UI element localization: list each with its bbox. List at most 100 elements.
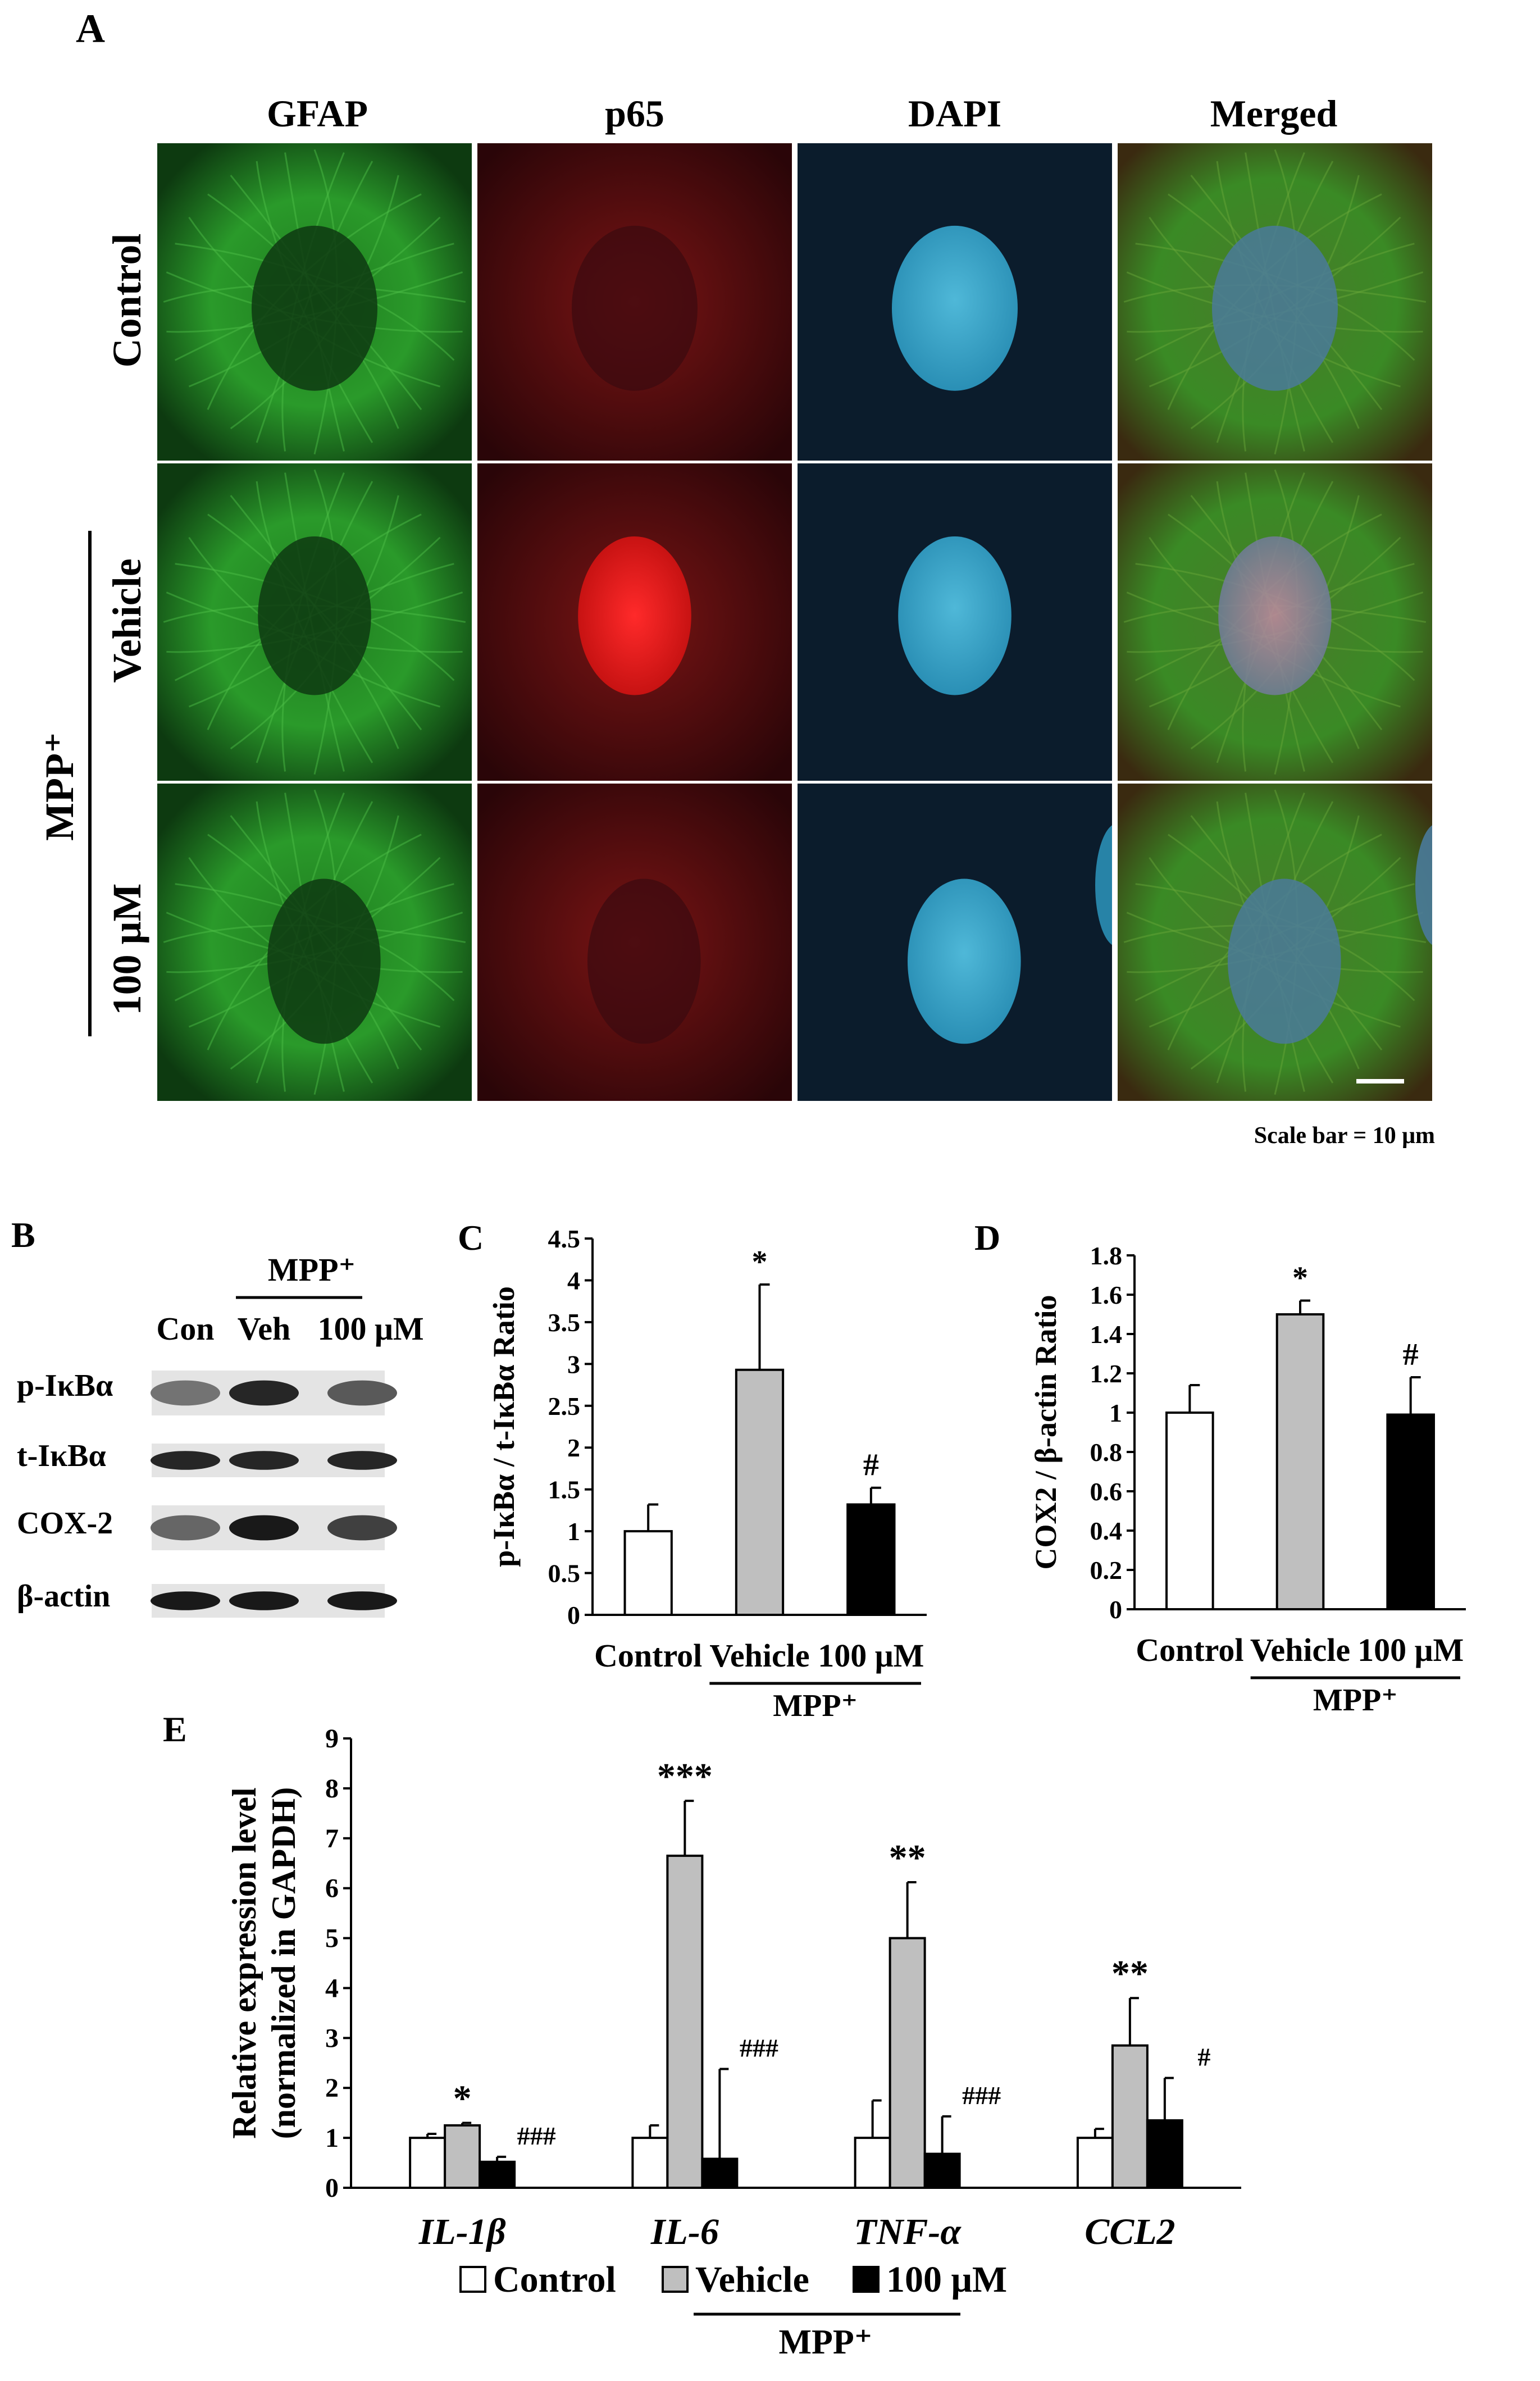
- column-header-gfap: GFAP: [267, 92, 368, 135]
- y-tick-label: 1: [325, 2123, 339, 2153]
- blot-band: [229, 1380, 299, 1406]
- micrograph-100um-p65: [477, 784, 792, 1101]
- nucleus: [1212, 225, 1338, 391]
- bar-100-μm: [1146, 2119, 1183, 2189]
- micrograph-control-gfap: [157, 143, 472, 461]
- legend-label: Control: [493, 2259, 616, 2300]
- y-tick-label: 1: [1109, 1399, 1122, 1427]
- blot-band: [229, 1591, 299, 1610]
- column-header-p65: p65: [605, 92, 664, 135]
- y-tick-label: 4: [325, 1973, 339, 2003]
- significance-label: *: [453, 2078, 472, 2119]
- significance-label: #: [1197, 2042, 1210, 2071]
- y-tick-label: 0.2: [1090, 1556, 1123, 1585]
- row-label-100um: 100 μM: [104, 884, 149, 1016]
- micrograph-vehicle-p65: [477, 463, 792, 781]
- nucleus: [572, 225, 698, 391]
- grid-gap-horizontal: [154, 781, 1435, 784]
- micrograph-100um-gfap: [157, 784, 472, 1101]
- y-tick-label: 2: [325, 2073, 339, 2103]
- panel-letter-b: B: [11, 1215, 35, 1255]
- group-label: MPP⁺: [1313, 1683, 1398, 1718]
- nucleus: [267, 878, 381, 1044]
- bar-control: [631, 2137, 669, 2189]
- blot-band: [327, 1591, 397, 1610]
- significance-label: *: [1292, 1261, 1308, 1296]
- grid-gap-horizontal: [154, 461, 1435, 463]
- significance-label: ###: [740, 2033, 778, 2062]
- x-tick-label: Vehicle: [709, 1637, 809, 1674]
- significance-label: ***: [657, 1756, 713, 1797]
- y-axis-label: COX2 / β-actin Ratio: [1029, 1295, 1063, 1570]
- micrograph-100um-merged: [1118, 784, 1460, 1101]
- y-tick-label: 9: [325, 1724, 339, 1754]
- nucleus: [908, 878, 1021, 1044]
- blot-band: [229, 1515, 299, 1541]
- y-tick-label: 0: [325, 2173, 339, 2203]
- grid-gap-vertical: [792, 140, 798, 1107]
- y-tick-label: 1.8: [1090, 1241, 1123, 1270]
- group-label: MPP⁺: [773, 1688, 858, 1723]
- panel-a-row-labels: Control Vehicle 100 μM MPP⁺: [37, 234, 149, 1036]
- significance-label: #: [1403, 1337, 1419, 1372]
- blot-band: [151, 1515, 220, 1541]
- column-header-dapi: DAPI: [908, 92, 1001, 135]
- nucleus: [898, 536, 1012, 695]
- nucleus: [252, 225, 377, 391]
- band-label-p-ikba: p-IκBα: [17, 1368, 113, 1403]
- bar-control: [409, 2137, 446, 2189]
- chart-d: 0 0.2 0.4 0.6 0.8 1 1.2 1.4 1.6 1.8 COX2 / β-actin…: [1029, 1241, 1466, 1718]
- blot-strip-2: [151, 1505, 397, 1550]
- y-tick-label: 2: [567, 1433, 580, 1462]
- y-axis-label-line2: (normalized in GAPDH): [265, 1787, 302, 2139]
- blot-strip-0: [151, 1371, 397, 1415]
- y-tick-label: 4: [567, 1266, 580, 1295]
- lane-label-100um: 100 μM: [317, 1310, 423, 1347]
- x-tick-label: IL-1β: [418, 2211, 506, 2252]
- bar-100-μm: [923, 2152, 961, 2189]
- legend-label: 100 μM: [886, 2259, 1007, 2300]
- chart-e: 0 1 2 3 4 5 6 7 8 9 Relative expression level (norm…: [226, 1724, 1241, 2361]
- blot-group-label-mpp: MPP⁺: [268, 1251, 356, 1288]
- band-label-cox2: COX-2: [17, 1506, 113, 1541]
- y-tick-label: 1.6: [1090, 1281, 1123, 1309]
- bar-vehicle: [444, 2124, 481, 2189]
- grid-right-margin: [1432, 140, 1466, 1107]
- legend-swatch: [662, 2266, 689, 2293]
- blot-band: [327, 1515, 397, 1541]
- legend-swatch: [459, 2266, 486, 2293]
- blot-strip-1: [151, 1444, 397, 1477]
- legend-label: Vehicle: [695, 2259, 809, 2300]
- bar: [846, 1503, 896, 1616]
- blot-band: [229, 1451, 299, 1470]
- y-axis-label-line1: Relative expression level: [226, 1787, 263, 2138]
- grid-gap-vertical: [1112, 140, 1118, 1107]
- panel-a-column-headers: GFAP p65 DAPI Merged: [267, 92, 1337, 135]
- y-tick-label: 4.5: [548, 1224, 581, 1253]
- y-tick-label: 0: [1109, 1595, 1122, 1624]
- band-label-b-actin: β-actin: [17, 1579, 110, 1614]
- micrograph-100um-dapi: [798, 784, 1140, 1101]
- bar: [1386, 1413, 1435, 1610]
- blot-strip-3: [151, 1584, 397, 1618]
- y-tick-label: 2.5: [548, 1392, 581, 1421]
- x-tick-label: Vehicle: [1250, 1632, 1350, 1668]
- micrograph-control-p65: [477, 143, 792, 461]
- significance-label: #: [863, 1448, 879, 1483]
- bar: [1165, 1412, 1214, 1610]
- bar-100-μm: [701, 2157, 739, 2189]
- bar-100-μm: [479, 2160, 516, 2189]
- micrograph-control-dapi: [798, 143, 1112, 461]
- y-tick-label: 0.8: [1090, 1438, 1123, 1467]
- y-tick-label: 1.4: [1090, 1320, 1123, 1349]
- x-tick-label: Control: [594, 1637, 702, 1674]
- panel-letter-d: D: [974, 1218, 1000, 1258]
- scale-bar-label: Scale bar = 10 μm: [1254, 1123, 1435, 1149]
- blot-band: [327, 1380, 397, 1406]
- micrograph-vehicle-merged: [1118, 463, 1432, 781]
- significance-label: ###: [517, 2121, 556, 2150]
- row-label-vehicle: Vehicle: [104, 558, 149, 682]
- nucleus: [578, 536, 691, 695]
- micrograph-vehicle-dapi: [798, 463, 1112, 781]
- y-tick-label: 6: [325, 1874, 339, 1904]
